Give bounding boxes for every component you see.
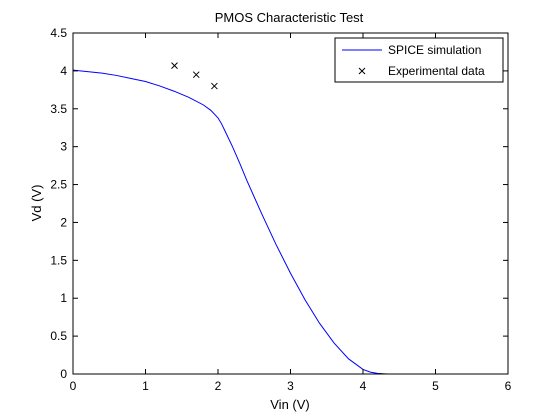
legend: SPICE simulation Experimental data: [334, 37, 504, 83]
data-point-experimental: [211, 82, 218, 90]
legend-marker-swatch: [358, 67, 366, 75]
x-tick-label: 0: [70, 379, 77, 393]
y-tick-label: 3: [60, 140, 67, 154]
y-tick-label: 2.5: [50, 178, 67, 192]
y-tick-label: 1: [60, 291, 67, 305]
x-tick-label: 6: [505, 379, 512, 393]
x-axis-title: Vin (V): [270, 397, 310, 412]
data-point-experimental: [192, 71, 200, 79]
x-tick-label: 4: [360, 379, 367, 393]
series-layer: [72, 62, 443, 375]
data-point-experimental: [171, 62, 178, 69]
y-tick-label: 4.5: [50, 26, 67, 40]
plot-frame: [72, 32, 509, 375]
x-tick-label: 3: [287, 379, 294, 393]
y-tick-label: 1.5: [50, 253, 67, 267]
y-tick-label: 2: [60, 215, 67, 229]
y-tick-label: 3.5: [50, 102, 67, 116]
y-tick-label: 4: [60, 64, 67, 78]
x-tick-label: 2: [215, 379, 222, 393]
series-line-spice-simulation: [72, 69, 443, 375]
legend-box: [334, 37, 504, 83]
y-tick-label: 0.5: [50, 329, 67, 343]
legend-entry-experimental: Experimental data: [388, 64, 485, 78]
plot-area: [73, 33, 508, 374]
legend-entry-simulation: SPICE simulation: [388, 43, 481, 57]
y-tick-label: 0: [60, 367, 67, 381]
x-tick-label: 5: [432, 379, 439, 393]
y-axis-title: Vd (V): [29, 185, 44, 222]
x-tick-label: 1: [142, 379, 149, 393]
chart-title: PMOS Characteristic Test: [215, 10, 364, 25]
